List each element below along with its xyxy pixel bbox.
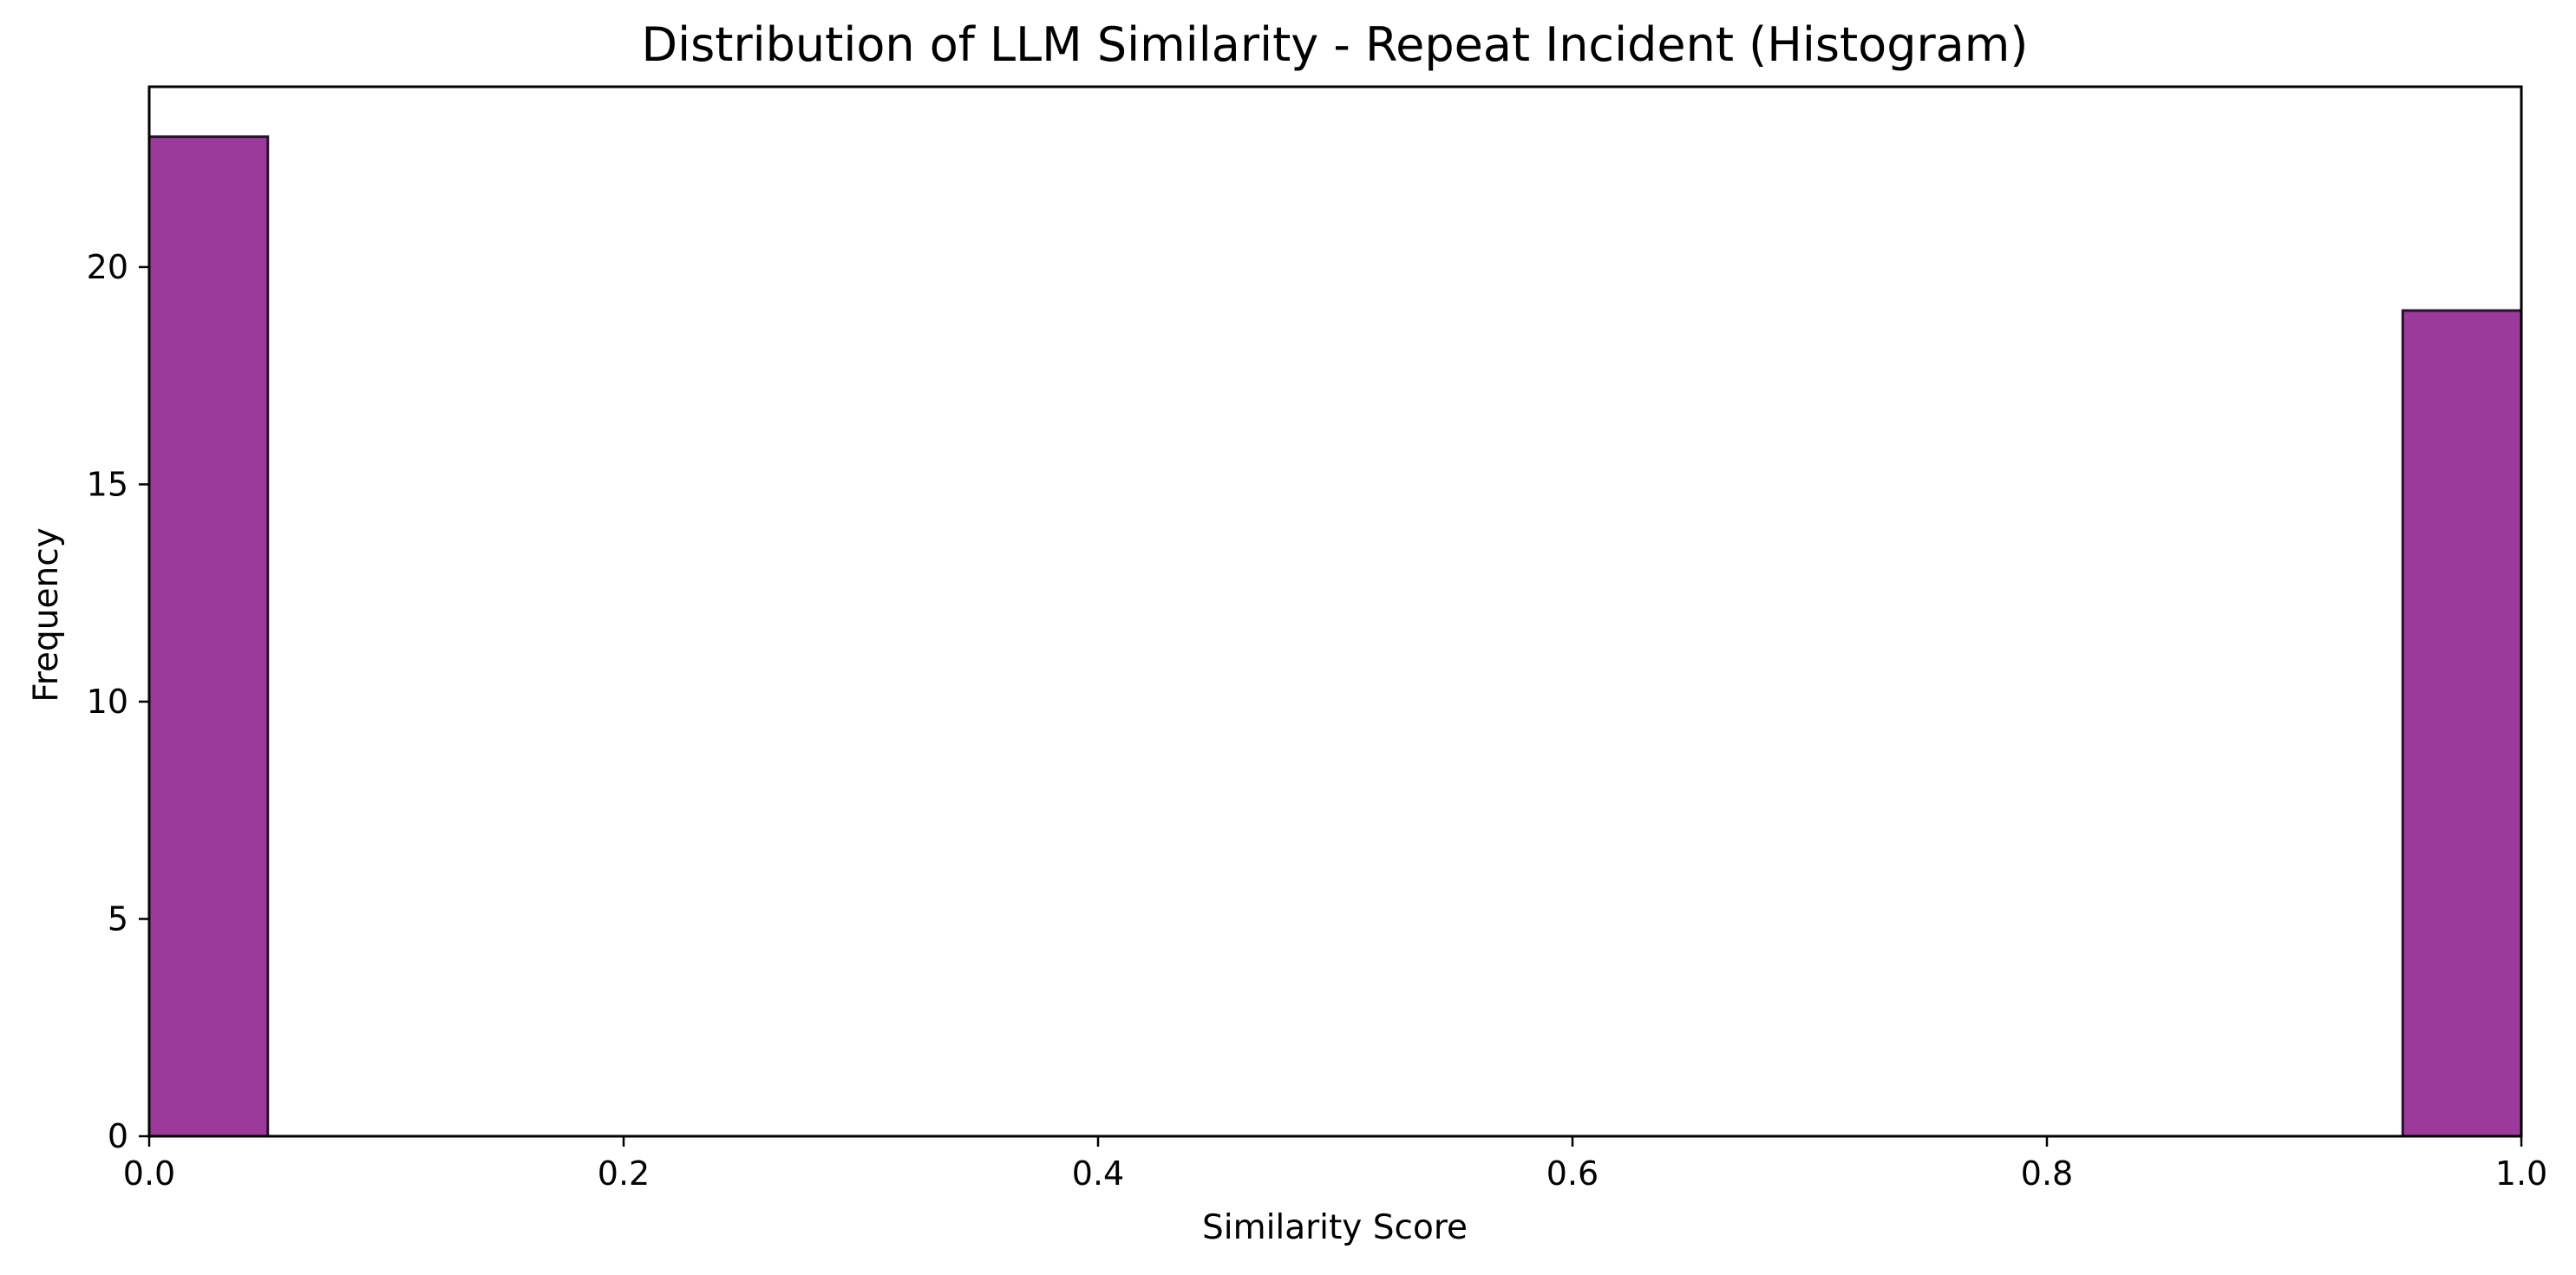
y-axis-label: Frequency [27,527,66,702]
x-tick-label: 1.0 [2495,1154,2547,1193]
y-tick-label: 0 [108,1117,128,1155]
y-tick-label: 15 [87,465,128,503]
y-tick-label: 10 [87,683,128,721]
bars-group [147,135,2523,1138]
x-axis-label: Similarity Score [1202,1208,1468,1247]
x-tick-label: 0.2 [598,1154,650,1193]
x-tick-label: 0.8 [2021,1154,2073,1193]
plot-frame [147,85,2523,1138]
histogram-bar-0 [147,135,270,1138]
chart-title: Distribution of LLM Similarity - Repeat … [642,17,2029,72]
y-tick-label: 20 [87,248,128,286]
x-tick-label: 0.0 [123,1154,175,1193]
x-axis-ticks: 0.0 0.2 0.4 0.6 0.8 1.0 [123,1136,2547,1193]
y-tick-label: 5 [108,899,128,938]
histogram-bar-1 [2401,309,2523,1138]
x-tick-label: 0.6 [1546,1154,1599,1193]
y-axis-ticks: 0 5 10 15 20 [87,248,149,1155]
x-tick-label: 0.4 [1072,1154,1124,1193]
